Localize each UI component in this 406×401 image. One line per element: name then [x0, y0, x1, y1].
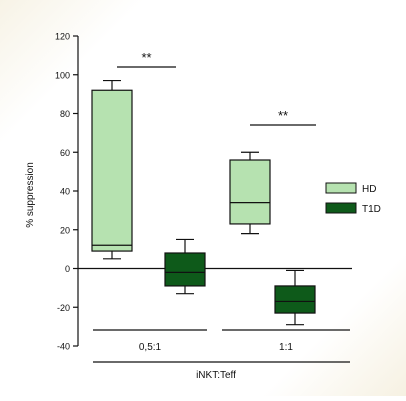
box-hd [229, 151, 271, 235]
significance-label: ** [141, 50, 151, 65]
y-tick-label: -20 [57, 303, 70, 313]
x-tick-label: 0,5:1 [139, 342, 162, 353]
y-tick-label: 120 [55, 32, 70, 42]
x-tick-label: 1:1 [279, 342, 293, 353]
y-tick-label: 0 [65, 264, 70, 274]
y-tick-label: 60 [60, 148, 70, 158]
annotations-group: ** ** [117, 50, 316, 126]
y-tick-label: -40 [57, 342, 70, 352]
legend-swatch-t1d [325, 202, 357, 214]
boxes-group [91, 79, 316, 326]
y-axis-label: % suppression [25, 162, 36, 228]
box-t1d [164, 238, 206, 295]
legend-group: HD T1D [325, 182, 381, 215]
y-tick-label: 80 [60, 109, 70, 119]
x-axis-label: iNKT:Teff [196, 370, 236, 381]
legend-label-t1d: T1D [362, 204, 381, 215]
box-body [274, 285, 316, 314]
significance-label: ** [278, 108, 288, 123]
box-t1d [274, 269, 316, 326]
axes-group: -40 -20 0 20 40 60 80 100 120 0,5:1 1:1 [55, 32, 352, 363]
y-tick-label: 40 [60, 187, 70, 197]
box-body [229, 159, 271, 225]
legend-swatch-hd [325, 182, 357, 194]
box-body [91, 89, 133, 252]
box-hd [91, 79, 133, 260]
y-tick-label: 20 [60, 225, 70, 235]
legend-label-hd: HD [362, 184, 376, 195]
y-tick-label: 100 [55, 70, 70, 80]
box-body [164, 252, 206, 287]
